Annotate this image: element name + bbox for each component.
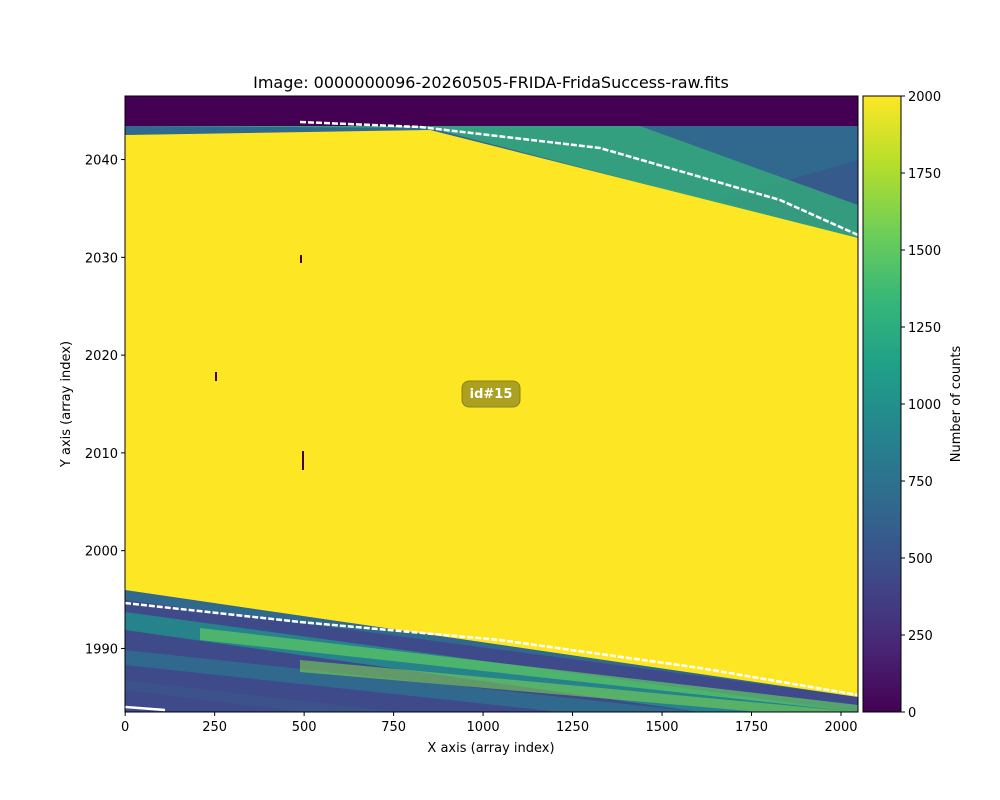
- y-tick-label: 2000: [85, 545, 118, 560]
- image: [125, 96, 858, 712]
- colorbar-tick-label: 750: [908, 475, 933, 490]
- x-tick-label: 0: [121, 720, 129, 735]
- x-tick-label: 750: [381, 720, 406, 735]
- x-tick-label: 1250: [556, 720, 589, 735]
- x-tick-label: 1500: [645, 720, 678, 735]
- colorbar: [862, 95, 902, 713]
- x-tick-label: 500: [292, 720, 317, 735]
- colorbar-tick-label: 250: [908, 629, 933, 644]
- colorbar-tick-label: 2000: [908, 90, 941, 105]
- x-tick-label: 250: [202, 720, 227, 735]
- annotation: id#15: [470, 387, 513, 402]
- x-tick-label: 1750: [735, 720, 768, 735]
- x-tick-label: 2000: [824, 720, 857, 735]
- colorbar-tick-label: 1000: [908, 398, 941, 413]
- y-tick-label: 2040: [85, 154, 118, 169]
- colorbar-tick-label: 1250: [908, 321, 941, 336]
- x-tick-label: 1000: [467, 720, 500, 735]
- colorbar-tick-label: 1500: [908, 244, 941, 259]
- colorbar-tick-label: 1750: [908, 167, 941, 182]
- colorbar-tick-label: 500: [908, 552, 933, 567]
- y-axis-label: Y axis (array index): [59, 341, 74, 468]
- y-tick-label: 1990: [85, 642, 118, 657]
- colorbar-tick-label: 0: [908, 706, 916, 721]
- y-tick-label: 2030: [85, 251, 118, 266]
- colorbar-label: Number of counts: [949, 346, 964, 463]
- annotation-box: [461, 380, 521, 408]
- plot-frame: [124, 95, 859, 713]
- chart-title: Image: 0000000096-20260505-FRIDA-FridaSu…: [253, 73, 729, 92]
- x-axis-label: X axis (array index): [427, 741, 554, 756]
- y-tick-label: 2020: [85, 349, 118, 364]
- y-tick-label: 2010: [85, 447, 118, 462]
